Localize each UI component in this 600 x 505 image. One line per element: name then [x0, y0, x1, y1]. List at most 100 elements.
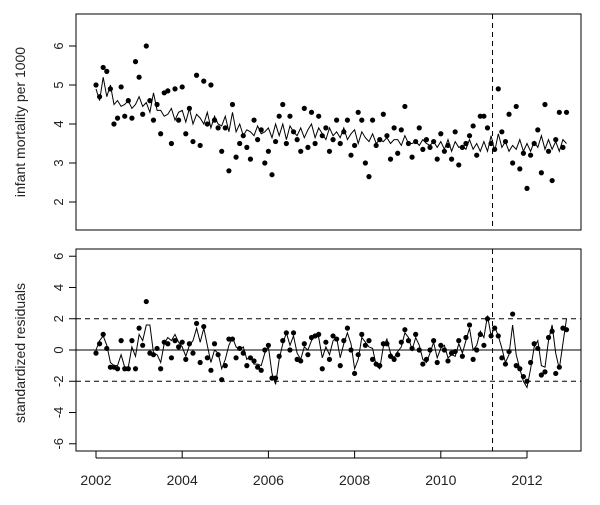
- data-point: [434, 359, 440, 366]
- data-point: [265, 342, 271, 348]
- data-point: [183, 356, 189, 362]
- data-point: [150, 117, 157, 123]
- data-point: [172, 338, 178, 344]
- data-point: [208, 367, 214, 373]
- data-point: [359, 331, 365, 337]
- data-point: [201, 323, 207, 330]
- x-tick-label: 2006: [253, 472, 284, 488]
- data-point: [168, 140, 175, 147]
- y-tick-label: -4: [51, 407, 66, 419]
- data-point: [247, 156, 254, 162]
- data-point: [258, 367, 264, 373]
- data-point: [244, 144, 250, 150]
- data-point: [168, 355, 175, 361]
- data-point: [538, 170, 544, 176]
- data-point: [190, 138, 196, 145]
- data-point: [262, 160, 268, 166]
- data-point: [147, 98, 153, 104]
- data-point: [366, 338, 372, 344]
- data-point: [466, 133, 473, 139]
- data-point: [93, 82, 99, 88]
- bottom-panel: -6 -4 -2 0 2 4 6: [51, 248, 582, 452]
- data-point: [524, 185, 530, 191]
- data-point: [563, 109, 570, 115]
- data-point: [158, 131, 164, 137]
- data-point: [129, 115, 135, 121]
- data-point: [298, 148, 304, 154]
- data-point: [355, 109, 361, 115]
- data-point: [510, 160, 516, 166]
- data-point: [294, 137, 300, 143]
- data-point: [269, 172, 275, 178]
- data-point: [402, 327, 408, 333]
- y-tick-label: 2: [51, 315, 66, 322]
- data-point: [140, 111, 146, 117]
- data-point: [474, 347, 480, 353]
- top-y-axis-label: infant mortality per 1000: [12, 47, 28, 197]
- data-point: [348, 347, 354, 353]
- data-point: [111, 121, 117, 127]
- x-tick-label: 2004: [167, 472, 198, 488]
- data-point: [255, 364, 261, 370]
- data-point: [226, 336, 232, 342]
- data-point: [445, 358, 451, 364]
- y-tick-label: 4: [51, 120, 66, 127]
- data-point: [402, 103, 408, 110]
- data-point: [369, 117, 376, 123]
- data-point: [176, 117, 182, 123]
- data-point: [545, 148, 552, 154]
- data-point: [542, 101, 548, 108]
- data-point: [470, 356, 476, 362]
- x-tick-label: 2012: [511, 472, 542, 488]
- data-point: [409, 154, 415, 160]
- data-point: [456, 162, 462, 168]
- data-point: [132, 59, 139, 65]
- series-line: [95, 77, 567, 154]
- data-point: [391, 125, 397, 131]
- data-point: [499, 355, 505, 361]
- data-point: [301, 105, 307, 111]
- data-point: [459, 353, 465, 359]
- data-point: [344, 325, 351, 331]
- data-point: [470, 123, 476, 129]
- data-point: [369, 356, 376, 362]
- x-tick-label: 2010: [425, 472, 456, 488]
- data-point: [201, 78, 207, 84]
- bottom-y-axis-label: standardized residuals: [12, 283, 28, 423]
- data-point: [114, 115, 121, 121]
- y-tick-label: 0: [51, 346, 66, 353]
- data-point: [316, 331, 322, 337]
- data-point: [179, 84, 185, 90]
- data-point: [172, 86, 178, 92]
- data-point: [438, 342, 444, 348]
- data-point: [359, 117, 365, 123]
- data-point: [441, 148, 447, 154]
- data-point: [549, 177, 555, 184]
- data-point: [298, 358, 304, 364]
- data-point: [229, 101, 236, 108]
- y-tick-label: 3: [51, 159, 66, 166]
- data-point: [510, 311, 516, 317]
- data-point: [398, 127, 404, 133]
- data-point: [326, 148, 333, 154]
- data-point: [154, 345, 160, 352]
- data-point: [520, 150, 527, 156]
- data-point: [312, 140, 318, 147]
- data-point: [416, 125, 422, 131]
- data-point: [448, 156, 455, 162]
- data-point: [502, 361, 509, 367]
- data-point: [337, 363, 343, 369]
- data-point: [193, 320, 200, 327]
- data-point: [197, 142, 203, 149]
- data-point: [477, 113, 483, 119]
- data-point: [484, 125, 491, 131]
- data-point: [348, 152, 354, 158]
- data-point: [93, 350, 99, 356]
- data-point: [308, 109, 315, 115]
- data-point: [560, 144, 566, 150]
- plot-frame: [75, 13, 582, 231]
- y-tick-label: 6: [51, 42, 66, 49]
- data-point: [330, 137, 336, 143]
- y-tick-label: 2: [51, 198, 66, 205]
- data-point: [323, 125, 329, 131]
